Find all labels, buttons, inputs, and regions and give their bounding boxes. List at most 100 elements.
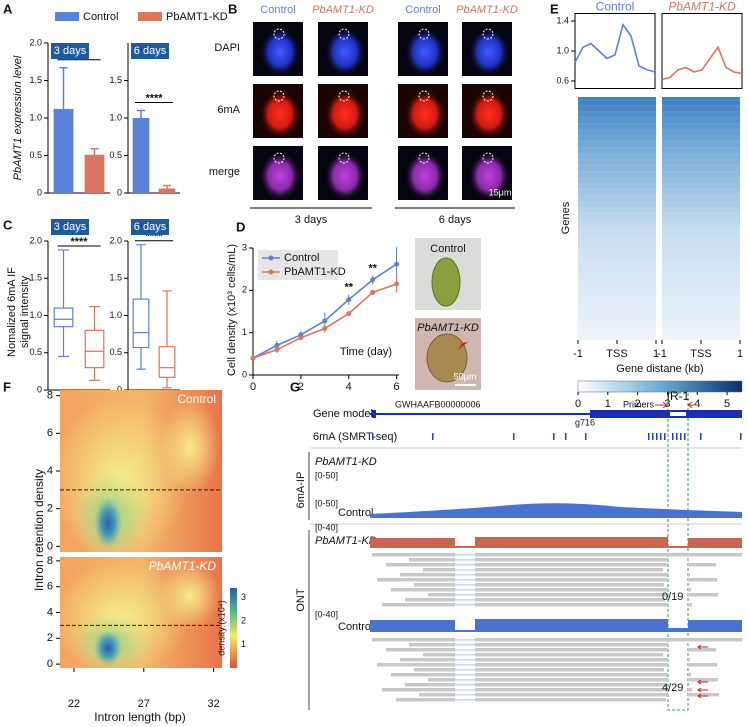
- read: [475, 693, 668, 697]
- read-gap: [455, 674, 475, 676]
- read: [414, 583, 455, 587]
- row-label: 6mA: [217, 104, 240, 116]
- read: [475, 563, 668, 567]
- x-tick-label: 0: [250, 381, 256, 393]
- read: [475, 673, 668, 677]
- y-tick-label: 0: [47, 658, 53, 670]
- read: [688, 693, 719, 697]
- point: [394, 261, 400, 267]
- x-tick-label: 27: [138, 698, 150, 710]
- read-gap: [455, 604, 475, 606]
- nucleus: [405, 152, 445, 200]
- range-label: [0-50]: [315, 470, 338, 480]
- read-gap: [455, 659, 475, 661]
- bar: [158, 188, 176, 193]
- read-gap: [455, 664, 475, 666]
- read: [688, 593, 718, 597]
- gene-label: g716: [575, 417, 595, 427]
- axis-label: Intron length (bp): [94, 710, 185, 724]
- ir-arrow: [697, 679, 708, 685]
- read: [688, 558, 689, 562]
- x-tick-label: 32: [207, 698, 219, 710]
- chart-title: 6 days: [134, 45, 167, 57]
- read: [475, 668, 664, 672]
- read: [475, 663, 668, 667]
- read-gap: [455, 649, 475, 651]
- chart-title: 3 days: [54, 221, 87, 233]
- axis-label: Nomalized 6mA IF: [6, 267, 18, 357]
- significance: **: [368, 262, 377, 274]
- read: [475, 683, 665, 687]
- title-box: [131, 219, 169, 235]
- y-tick-label: 1.0: [29, 310, 42, 320]
- box: [158, 346, 176, 378]
- x-tick-label: 6: [394, 381, 400, 393]
- nucleus: [260, 28, 300, 76]
- roi: [418, 152, 430, 164]
- axis-label: Intron retention density: [32, 469, 46, 591]
- axis-label: signal intensity: [19, 275, 31, 348]
- read: [688, 563, 716, 567]
- heatmap: [578, 97, 656, 340]
- read: [475, 553, 742, 557]
- panel-title: PbAMT1-KD: [149, 559, 217, 573]
- y-tick-label: 1.4: [556, 15, 569, 25]
- point: [322, 318, 328, 324]
- y-tick-label: 2.0: [29, 235, 42, 245]
- y-tick-label: 0.5: [109, 150, 122, 160]
- y-tick-label: 1: [242, 327, 247, 337]
- smrt-site: [700, 433, 702, 440]
- density-blob: [160, 398, 220, 496]
- y-tick-label: 0: [117, 187, 122, 197]
- axis-label: Time (day): [340, 346, 392, 358]
- x-tick-label: 1: [653, 348, 659, 360]
- point: [370, 289, 376, 295]
- colorbar-label: 3: [241, 592, 246, 602]
- ir-arrow: [697, 687, 708, 693]
- primer-arrow: [687, 401, 700, 409]
- read: [688, 603, 692, 607]
- colorbar: [577, 380, 743, 393]
- y-tick-label: 4: [47, 465, 53, 477]
- read: [475, 603, 668, 607]
- x-tick-label: -1: [573, 348, 583, 360]
- read-gap: [455, 684, 475, 686]
- read: [391, 673, 455, 677]
- exon: [590, 410, 742, 418]
- photo-label: PbAMT1-KD: [417, 322, 479, 334]
- photo-label: Control: [430, 243, 465, 255]
- read: [423, 568, 455, 572]
- column-label: Control: [405, 4, 440, 16]
- y-tick-label: 2.0: [109, 235, 122, 245]
- smrt-site: [684, 433, 686, 440]
- read: [475, 598, 665, 602]
- region-box: [667, 392, 689, 711]
- colorbar: [230, 588, 237, 668]
- y-tick-label: 0.6: [556, 75, 569, 85]
- box: [84, 329, 105, 369]
- group-label: 6 days: [439, 214, 472, 226]
- roi: [338, 152, 350, 164]
- y-tick-label: 2: [242, 285, 247, 295]
- read-gap: [455, 679, 475, 681]
- read: [688, 643, 689, 647]
- roi: [418, 90, 430, 102]
- y-tick-label: 1.0: [109, 112, 122, 122]
- colorbar-label: 4: [694, 398, 700, 410]
- legend-label: Control: [284, 252, 319, 264]
- panel-label: C: [3, 217, 13, 232]
- y-tick-label: 6: [47, 427, 53, 439]
- y-tick-label: 3: [242, 242, 247, 252]
- y-tick-label: 0: [47, 540, 53, 552]
- y-tick-label: 1.0: [556, 45, 569, 55]
- read-gap: [455, 689, 475, 691]
- legend-label: Control: [83, 11, 118, 23]
- y-tick-label: 8: [47, 390, 53, 402]
- axis-label: Cell density (x10³ cells/mL): [226, 244, 238, 376]
- track-label: PbAMT1-KD: [315, 535, 377, 547]
- legend-marker: [268, 269, 274, 275]
- y-tick-label: 1.5: [109, 75, 122, 85]
- smrt-site: [660, 433, 662, 440]
- read: [475, 698, 666, 702]
- read-gap: [455, 654, 475, 656]
